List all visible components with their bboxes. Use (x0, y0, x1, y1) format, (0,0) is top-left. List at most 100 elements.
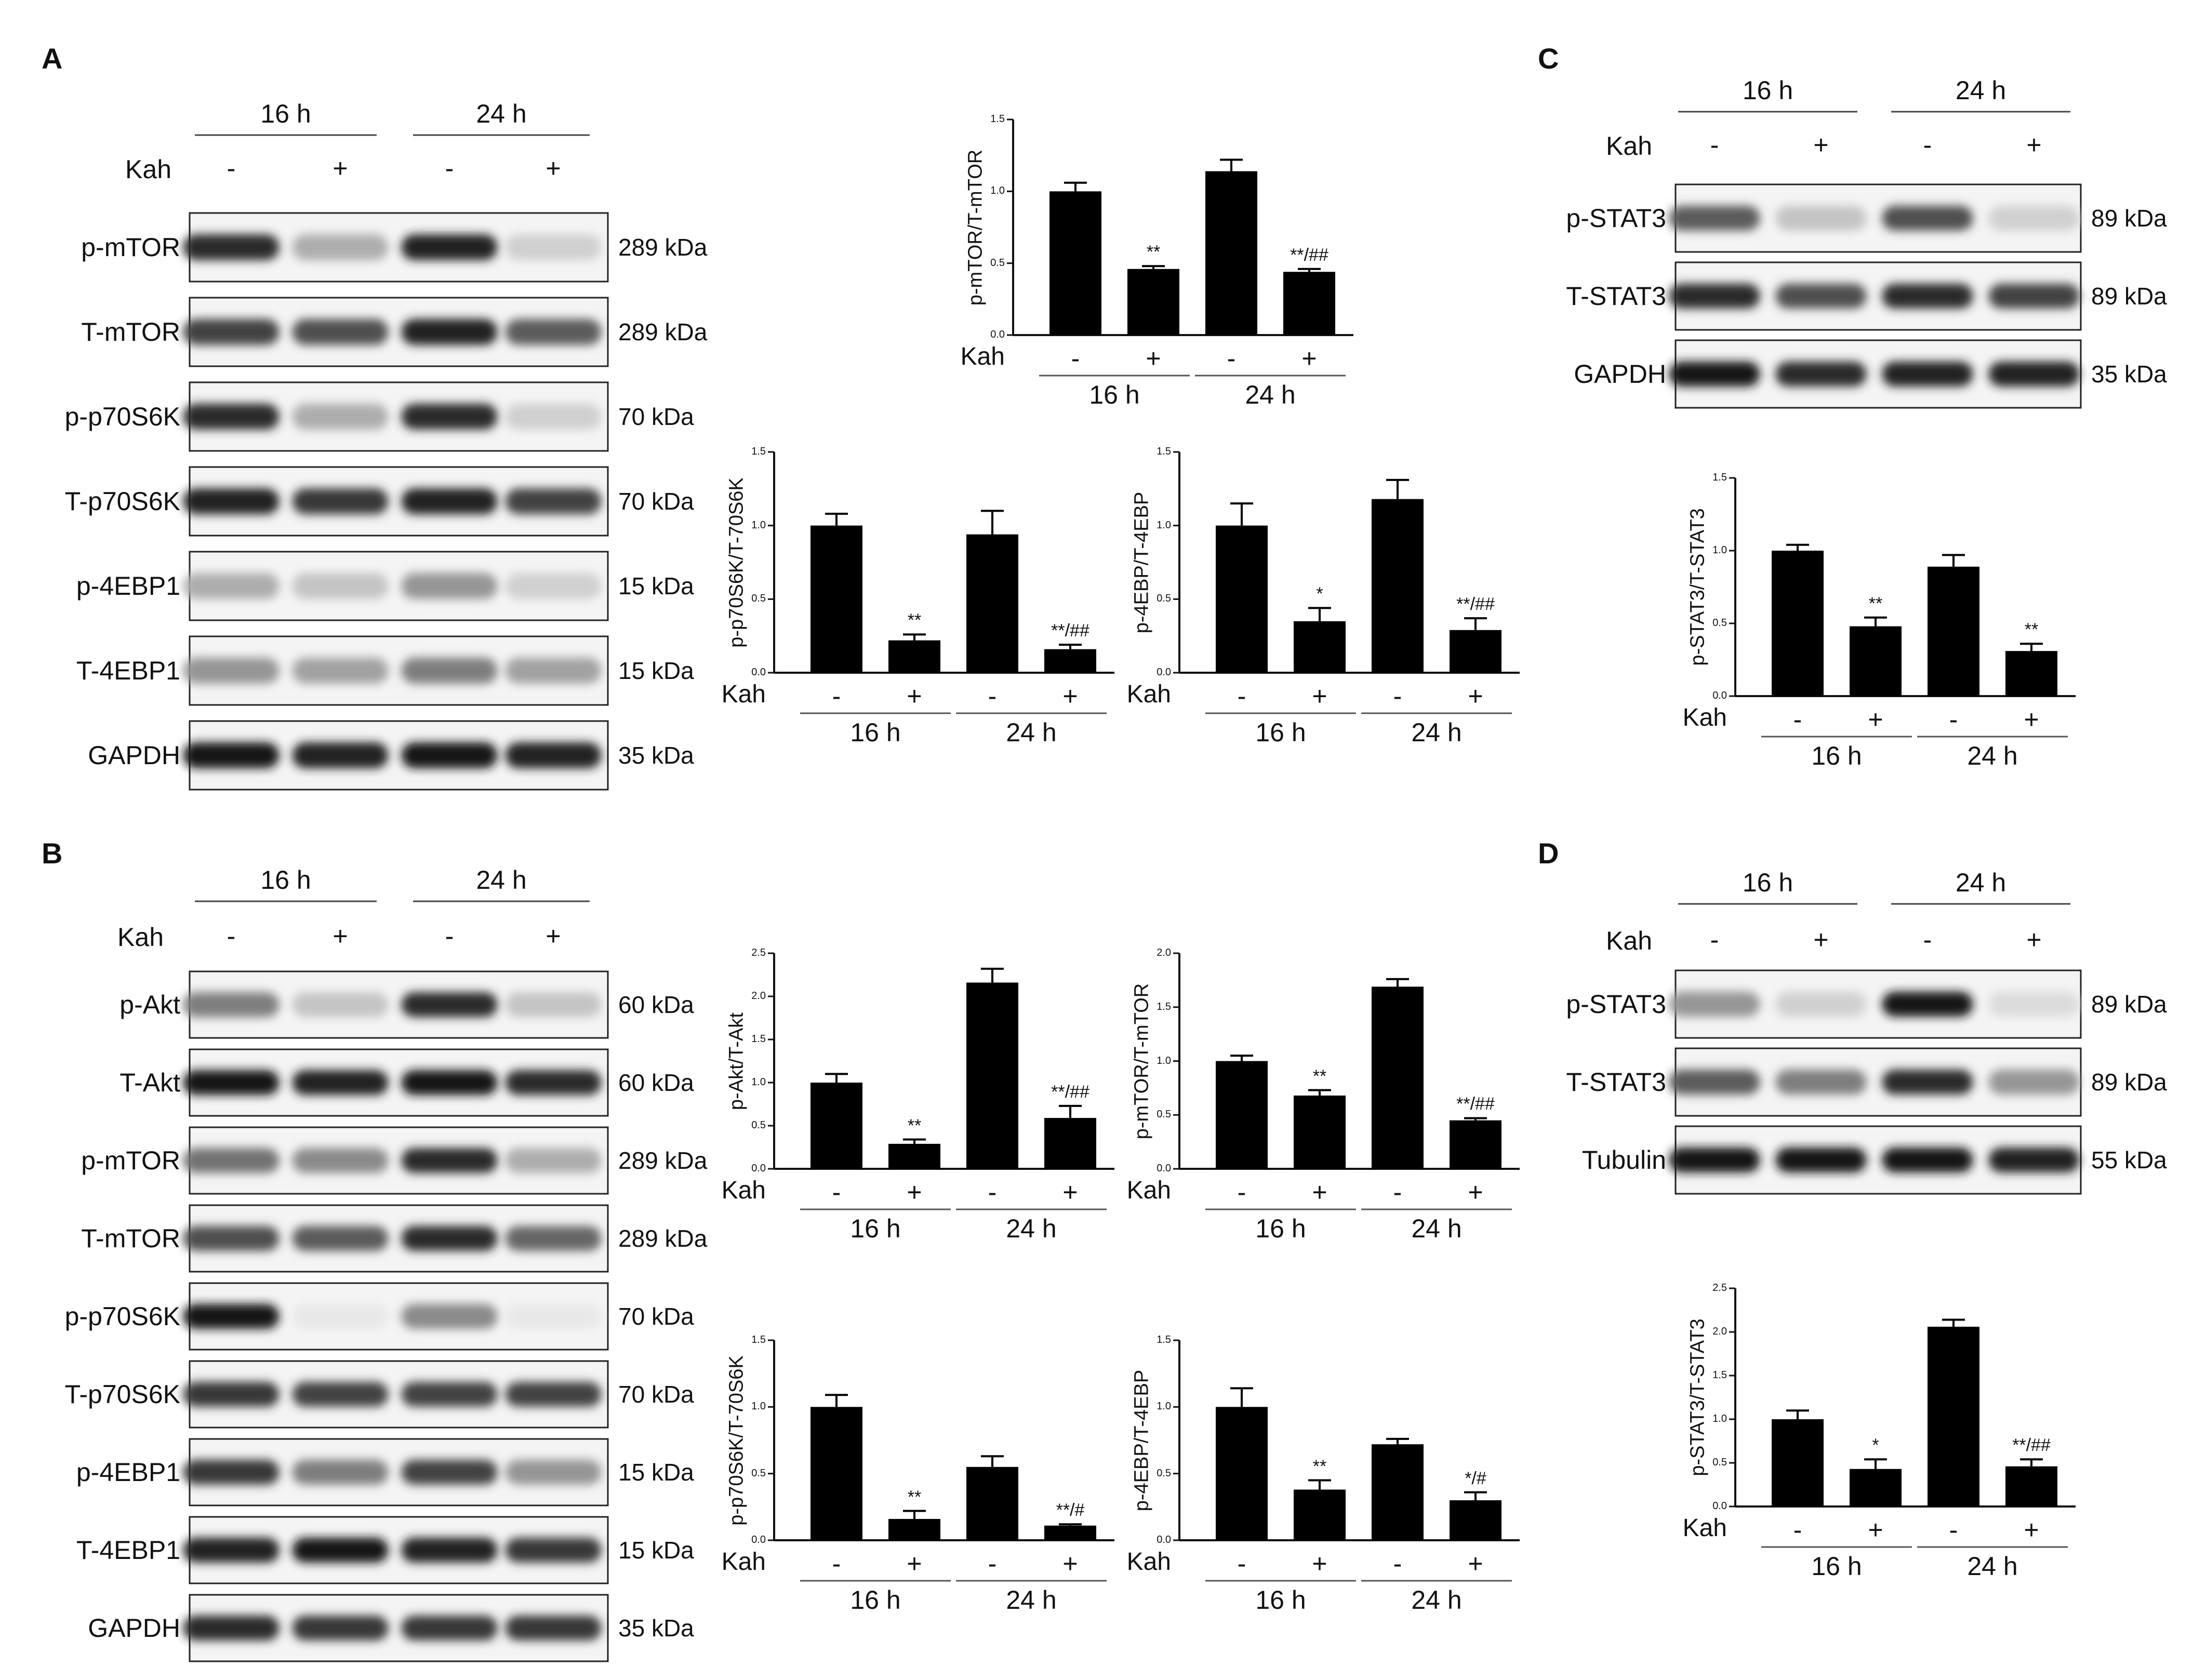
band (292, 234, 389, 260)
y-axis-label: p-4EBP/T-4EBP (1131, 491, 1153, 633)
bar (1372, 1444, 1424, 1540)
significance-label: ** (1868, 593, 1883, 614)
bar (1850, 626, 1902, 696)
band (1775, 206, 1867, 231)
band-label: p-mTOR (81, 1146, 180, 1175)
band-label: p-Akt (119, 990, 180, 1019)
y-axis-label: p-p70S6K/T-70S6K (725, 477, 748, 648)
band (401, 404, 498, 430)
bar (888, 1518, 940, 1540)
y-tick-label: 1.0 (990, 185, 1005, 197)
band (292, 1148, 389, 1173)
band (505, 1304, 602, 1329)
significance-label: * (1316, 584, 1323, 604)
band-kda: 89 kDa (2091, 991, 2167, 1018)
y-axis-label: p-4EBP/T-4EBP (1131, 1369, 1153, 1511)
band (401, 488, 498, 514)
panel-letter-C: C (1538, 42, 1559, 75)
y-tick-label: 1.0 (1157, 519, 1171, 531)
kah-sign: + (907, 1178, 922, 1207)
bar (1450, 1120, 1501, 1169)
significance-label: * (1872, 1435, 1879, 1456)
panel-letter-D: D (1538, 837, 1559, 870)
y-tick-label: 1.5 (990, 113, 1005, 125)
bar (1850, 1469, 1902, 1506)
band-label: T-STAT3 (1566, 282, 1666, 311)
kah-sign: - (227, 922, 236, 951)
kah-sign: + (1468, 1178, 1483, 1207)
kah-sign: + (1868, 1515, 1883, 1544)
band (1988, 284, 2080, 309)
band-label: T-Akt (119, 1068, 180, 1097)
kah-sign: + (1468, 682, 1483, 711)
band-kda: 89 kDa (2091, 283, 2167, 310)
time-header: 24 h (1955, 76, 2006, 105)
time-header: 24 h (476, 865, 527, 895)
band (401, 319, 498, 345)
kah-sign: - (1923, 925, 1932, 954)
band-label: T-4EBP1 (76, 656, 180, 685)
band-label: T-p70S6K (64, 1380, 180, 1409)
group-label: 16 h (1811, 741, 1862, 770)
band (292, 1460, 389, 1485)
band (183, 488, 280, 514)
kah-label: Kah (1606, 926, 1652, 955)
bar (966, 1466, 1018, 1540)
band-kda: 55 kDa (2091, 1146, 2167, 1174)
kah-sign: - (1393, 682, 1402, 711)
kah-label: Kah (960, 343, 1005, 370)
bar (1049, 191, 1101, 335)
bar (1450, 630, 1501, 673)
group-label: 24 h (1006, 1585, 1057, 1615)
y-tick-label: 1.5 (1157, 1334, 1171, 1345)
kah-sign: - (1793, 705, 1802, 734)
time-header: 16 h (1742, 868, 1793, 897)
band (292, 573, 389, 599)
band-kda: 289 kDa (618, 318, 708, 345)
group-label: 16 h (850, 1214, 901, 1243)
band (183, 234, 280, 260)
band (401, 742, 498, 768)
band (505, 1226, 602, 1251)
band-kda: 35 kDa (618, 742, 694, 769)
kah-sign: + (2024, 1515, 2039, 1544)
band-kda: 89 kDa (2091, 1069, 2167, 1096)
y-tick-label: 0.5 (1157, 1109, 1171, 1121)
y-tick-label: 0.5 (751, 1467, 766, 1479)
band-kda: 289 kDa (618, 234, 708, 261)
band (505, 1382, 602, 1407)
bar (1928, 566, 1979, 696)
band (292, 319, 389, 345)
band (292, 488, 389, 514)
kah-sign: + (1813, 130, 1829, 159)
panel-letter-B: B (42, 837, 63, 870)
panel-letter-A: A (42, 42, 63, 75)
band (183, 319, 280, 345)
bar (1283, 272, 1335, 335)
band (401, 992, 498, 1017)
band (505, 404, 602, 430)
bar (2005, 1466, 2057, 1506)
y-tick-label: 1.5 (751, 446, 766, 457)
band (505, 992, 602, 1017)
y-tick-label: 2.0 (1157, 947, 1171, 958)
band (183, 1460, 280, 1485)
bar (1450, 1500, 1501, 1540)
kah-sign: + (1312, 1178, 1327, 1207)
band (1669, 284, 1760, 309)
y-tick-label: 1.5 (1712, 1369, 1727, 1381)
bar (1372, 986, 1424, 1169)
band (1669, 1148, 1760, 1172)
band-label: p-4EBP1 (76, 571, 180, 601)
significance-label: **/## (1051, 621, 1089, 641)
band-label: p-p70S6K (64, 1302, 180, 1331)
band-kda: 15 kDa (618, 572, 694, 599)
band (292, 1070, 389, 1095)
band (183, 992, 280, 1017)
band-label: Tubulin (1582, 1145, 1666, 1175)
kah-sign: + (1062, 1549, 1078, 1578)
time-header: 24 h (476, 99, 527, 128)
y-tick-label: 0.0 (1712, 690, 1727, 701)
significance-label: ** (2024, 620, 2039, 640)
